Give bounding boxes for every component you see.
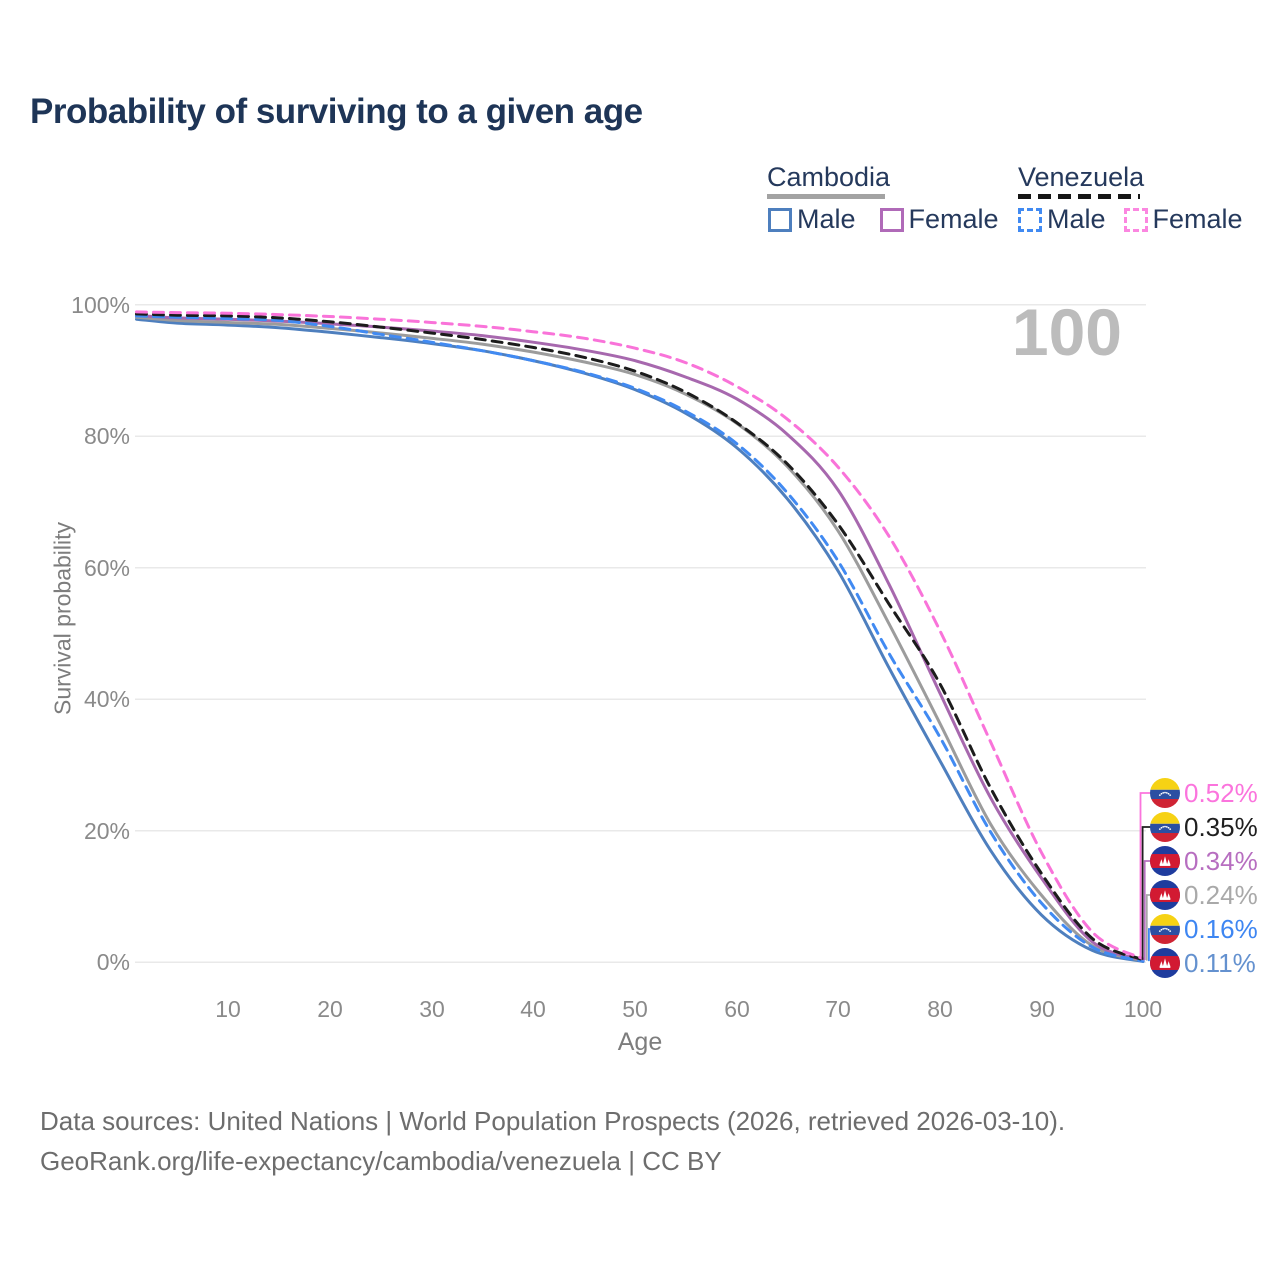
y-axis-title: Survival probability xyxy=(49,521,76,716)
gridlines xyxy=(135,303,1146,963)
series-line-venezuela-total xyxy=(135,312,1145,962)
venezuela-female-swatch-icon[interactable] xyxy=(1123,207,1148,232)
end-label-connector xyxy=(1145,894,1151,961)
legend-venezuela-label: Venezuela xyxy=(1018,162,1145,192)
series-curves xyxy=(135,310,1145,963)
end-label-connectors xyxy=(1139,792,1152,963)
x-tick: 80 xyxy=(927,996,953,1022)
x-tick: 100 xyxy=(1123,996,1163,1022)
data-sources-line: Data sources: United Nations | World Pop… xyxy=(40,1106,1066,1136)
x-tick: 10 xyxy=(215,996,241,1022)
end-label-row: 0.16% xyxy=(1150,913,1258,945)
series-line-cambodia-male xyxy=(135,317,1145,963)
y-tick: 100% xyxy=(71,292,130,318)
end-label-connector xyxy=(1139,792,1151,959)
venezuela-flag-icon xyxy=(1150,778,1180,808)
x-tick: 90 xyxy=(1029,996,1055,1022)
cambodia-male-swatch-icon[interactable] xyxy=(768,207,792,232)
y-tick: 0% xyxy=(96,949,130,975)
x-tick: 60 xyxy=(724,996,750,1022)
venezuela-male-swatch-icon[interactable] xyxy=(1018,207,1042,232)
end-label-value: 0.34% xyxy=(1184,845,1258,876)
legend-venezuela-line-swatch xyxy=(1018,194,1140,199)
end-label-value: 0.52% xyxy=(1184,777,1258,808)
legend-venezuela-female-label[interactable]: Female xyxy=(1152,204,1243,234)
attribution-line[interactable]: GeoRank.org/life-expectancy/cambodia/ven… xyxy=(40,1146,722,1176)
age-100-watermark: 100 xyxy=(1011,295,1122,369)
venezuela-flag-icon xyxy=(1150,914,1180,944)
series-line-venezuela-male xyxy=(135,314,1145,963)
x-tick: 40 xyxy=(520,996,546,1022)
series-line-cambodia-total xyxy=(135,315,1145,963)
end-label-row: 0.35% xyxy=(1150,811,1258,843)
x-tick: 30 xyxy=(419,996,445,1022)
end-label-connector xyxy=(1141,826,1151,960)
y-tick: 80% xyxy=(83,423,130,449)
legend-cambodia-label: Cambodia xyxy=(767,162,891,192)
cambodia-flag-icon xyxy=(1150,846,1180,876)
legend-venezuela-male-label[interactable]: Male xyxy=(1047,204,1106,234)
end-label-value: 0.16% xyxy=(1184,913,1258,944)
end-label-connector xyxy=(1143,860,1151,960)
x-tick: 50 xyxy=(622,996,648,1022)
y-tick: 60% xyxy=(83,555,130,581)
end-label-row: 0.52% xyxy=(1150,777,1258,809)
series-line-venezuela-female xyxy=(135,310,1145,961)
y-tick: 40% xyxy=(83,686,130,712)
series-line-cambodia-female xyxy=(135,313,1145,962)
end-label-value: 0.11% xyxy=(1184,947,1256,978)
y-tick: 20% xyxy=(83,818,130,844)
legend-cambodia-row: Male Female xyxy=(768,204,999,235)
end-label-row: 0.24% xyxy=(1150,879,1258,911)
legend-cambodia-male-label[interactable]: Male xyxy=(797,204,856,234)
legend-cambodia-line-swatch xyxy=(767,194,885,199)
end-label-value: 0.24% xyxy=(1184,879,1258,910)
end-label-value: 0.35% xyxy=(1184,811,1258,842)
end-label-row: 0.11% xyxy=(1150,947,1256,979)
x-axis-title: Age xyxy=(617,1028,663,1056)
end-label-row: 0.34% xyxy=(1150,845,1258,877)
cambodia-flag-icon xyxy=(1150,948,1180,978)
legend-venezuela-row: Male Female xyxy=(1018,204,1243,235)
legend-cambodia-female-label[interactable]: Female xyxy=(908,204,999,234)
x-tick: 20 xyxy=(317,996,343,1022)
cambodia-female-swatch-icon[interactable] xyxy=(879,207,904,232)
x-tick: 70 xyxy=(825,996,851,1022)
page-title: Probability of surviving to a given age xyxy=(30,92,643,131)
cambodia-flag-icon xyxy=(1150,880,1180,910)
venezuela-flag-icon xyxy=(1150,812,1180,842)
